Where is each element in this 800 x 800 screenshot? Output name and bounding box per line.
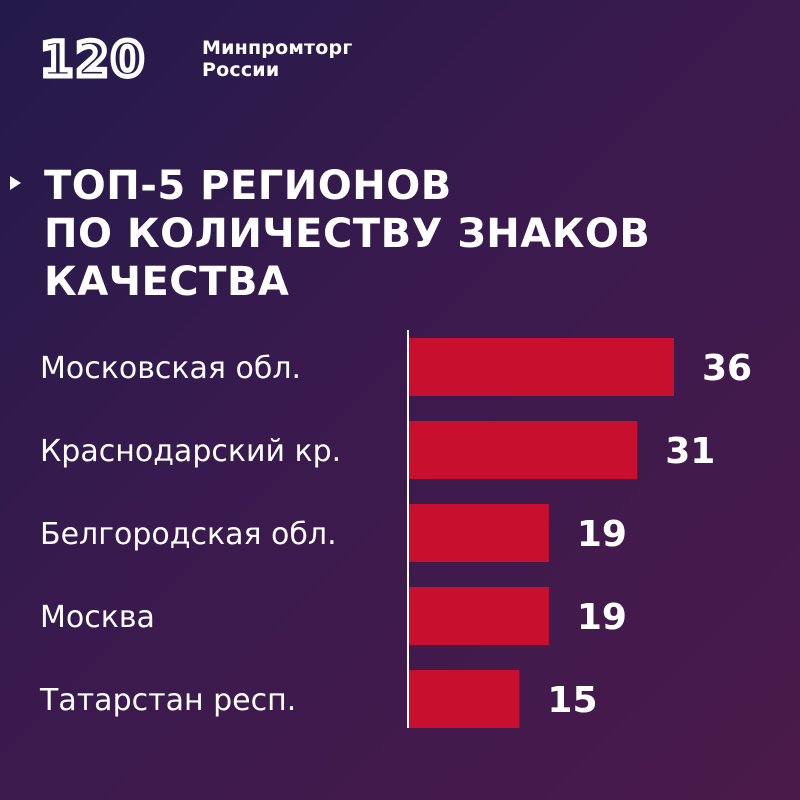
data-label: 15	[547, 680, 597, 721]
chart-title-line-1: ТОП-5 РЕГИОНОВ	[44, 163, 452, 209]
data-label: 36	[702, 348, 752, 389]
category-label: Московская обл.	[40, 351, 301, 386]
bar	[409, 421, 638, 479]
category-label: Москва	[40, 600, 155, 635]
bar	[409, 338, 674, 396]
triangle-right-icon	[10, 176, 21, 190]
brand-org-line2: России	[202, 59, 280, 81]
chart-title-line-3: КАЧЕСТВА	[44, 259, 290, 305]
data-label: 19	[577, 597, 627, 638]
logo-120-icon: 120	[40, 36, 147, 82]
category-label: Краснодарский кр.	[40, 434, 341, 469]
bar	[409, 504, 549, 562]
bar	[409, 587, 549, 645]
chart-title-line-2: ПО КОЛИЧЕСТВУ ЗНАКОВ	[44, 211, 651, 257]
category-label: Белгородская обл.	[40, 517, 337, 552]
brand-org-line1: Минпромторг	[202, 37, 353, 59]
data-label: 31	[665, 431, 715, 472]
bar-chart: Московская обл. 36 Краснодарский кр. 31 Белг…	[39, 330, 752, 728]
category-label: Татарстан респ.	[39, 683, 296, 718]
brand-org-name: Минпромторг России	[202, 37, 352, 81]
data-label: 19	[577, 514, 627, 555]
logo-number: 120	[40, 36, 146, 82]
brand-header: 120 Минпромторг России	[40, 36, 352, 82]
chart-title: ТОП-5 РЕГИОНОВ ПО КОЛИЧЕСТВУ ЗНАКОВ КАЧЕ…	[44, 162, 764, 306]
bar	[409, 670, 520, 728]
